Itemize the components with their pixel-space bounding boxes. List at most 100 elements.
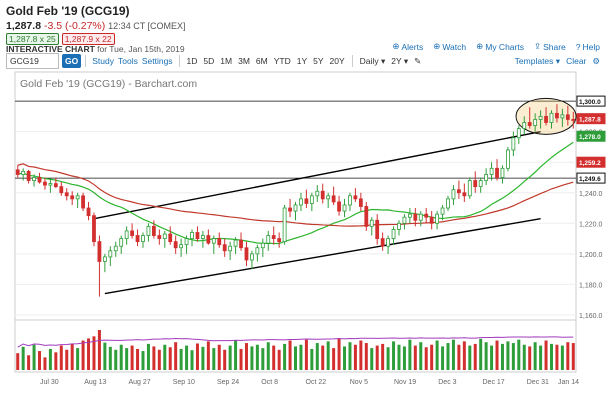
volume-bar [136, 348, 140, 370]
candle-body [70, 195, 75, 200]
candle-body [86, 207, 91, 217]
volume-bar [321, 345, 325, 370]
period-1y[interactable]: 1Y [296, 56, 308, 66]
volume-bar [495, 340, 499, 370]
volume-bar [364, 343, 368, 370]
clear-button[interactable]: Clear [566, 55, 587, 66]
settings-gear-icon[interactable]: ⚙ [592, 55, 600, 66]
help-link[interactable]: ? Help [576, 41, 600, 52]
period-6m[interactable]: 6M [255, 56, 268, 66]
volume-bar [283, 343, 287, 370]
volume-bar [223, 349, 227, 370]
symbol-input[interactable]: GCG19 [6, 53, 59, 69]
y-tick-label: 1,300.0 [579, 99, 602, 106]
highlight-ellipse [515, 97, 577, 135]
watch-label: Watch [442, 41, 467, 52]
candle-body [239, 239, 243, 249]
y-tick-label: 1,160.0 [579, 313, 602, 320]
candle-body [342, 204, 347, 212]
candle-body [271, 235, 276, 239]
volume-bar [190, 350, 194, 370]
candle-body [304, 198, 309, 204]
y-tick-label: 1,220.0 [579, 221, 602, 228]
period-1d[interactable]: 1D [186, 56, 198, 66]
price-tag: 1,287.8 [579, 117, 601, 124]
volume-bar [43, 357, 47, 370]
volume-bar [462, 341, 466, 370]
candle-body [446, 198, 450, 209]
volume-average-line [17, 336, 574, 348]
interval-select[interactable]: Daily ▾ [357, 56, 389, 67]
my-charts-link[interactable]: ⊕ My Charts [476, 41, 524, 52]
x-tick-label: Nov 19 [394, 379, 416, 386]
ask-badge: 1,287.9 x 22 [61, 33, 115, 45]
candle-body [168, 233, 173, 243]
candle-body [130, 230, 134, 236]
volume-pane [15, 319, 576, 370]
candle-body [37, 177, 42, 183]
volume-bar [195, 343, 199, 370]
upper-trendline [93, 130, 541, 220]
price-tag-box [576, 172, 606, 184]
chart-heading: INTERACTIVE CHART for Tue, Jan 15th, 201… [6, 44, 185, 54]
period-ytd[interactable]: YTD [273, 56, 291, 66]
volume-bar [185, 345, 189, 370]
volume-bar [239, 348, 243, 370]
volume-bar [549, 343, 553, 370]
alerts-link[interactable]: ⊕ Alerts [392, 41, 423, 52]
price-tag: 1,278.0 [579, 134, 601, 141]
templates-label: Templates [514, 55, 554, 66]
volume-bar [201, 346, 205, 370]
candle-body [451, 189, 456, 200]
volume-bar [332, 348, 336, 370]
volume-bar [304, 339, 308, 370]
candle-body [43, 181, 47, 186]
candle-body [157, 235, 162, 239]
candle-body [124, 230, 129, 239]
volume-bar [451, 339, 455, 370]
tools-button[interactable]: Tools [117, 56, 138, 66]
watch-link[interactable]: ⊕ Watch [433, 41, 466, 52]
draw-icon[interactable]: ✎ [414, 55, 422, 66]
candle-body [233, 239, 238, 247]
volume-bar [506, 341, 510, 370]
price-tag-box [576, 113, 606, 125]
candle-body [277, 238, 282, 243]
chevron-down-icon: ▾ [380, 55, 386, 66]
help-label: Help [582, 41, 600, 52]
candle-body [527, 122, 532, 126]
candle-body [113, 245, 118, 252]
period-20y[interactable]: 20Y [329, 56, 345, 66]
range-select[interactable]: 2Y ▾ [388, 56, 411, 67]
volume-bar [108, 346, 112, 370]
candle-body [522, 122, 527, 130]
candle-body [146, 225, 151, 236]
volume-bar [402, 346, 406, 370]
period-5d[interactable]: 5D [203, 56, 215, 66]
period-5y[interactable]: 5Y [313, 56, 324, 66]
volume-bar [457, 344, 461, 370]
candle-body [473, 180, 478, 188]
go-button[interactable]: GO [62, 54, 82, 68]
separator [351, 55, 353, 67]
candle-body [555, 112, 559, 119]
y-tick-label: 1,240.0 [579, 191, 602, 198]
volume-bar [92, 336, 96, 370]
period-1m[interactable]: 1M [220, 56, 233, 66]
volume-bar [228, 345, 232, 370]
volume-bar [266, 342, 270, 370]
period-3m[interactable]: 3M [238, 56, 250, 66]
volume-bar [315, 343, 319, 370]
study-button[interactable]: Study [92, 56, 114, 66]
volume-bar [288, 340, 292, 370]
volume-bar [261, 348, 265, 370]
candle-body [489, 167, 494, 175]
volume-bar [359, 340, 363, 370]
settings-button[interactable]: Settings [141, 56, 173, 66]
volume-bar [348, 342, 352, 370]
templates-dropdown[interactable]: Templates ▾ [514, 55, 561, 66]
share-link[interactable]: ⇪ Share [534, 41, 566, 52]
candle-body [53, 183, 58, 188]
price-tag-box [576, 130, 606, 142]
volume-bar [21, 346, 25, 370]
